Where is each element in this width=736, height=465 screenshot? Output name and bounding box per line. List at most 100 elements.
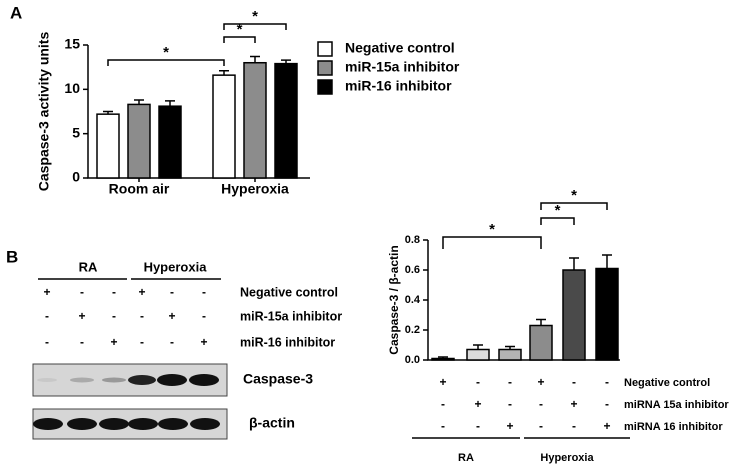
row-label: miRNA 15a inhibitor <box>624 399 729 411</box>
y-tick-label: 0.2 <box>405 324 420 336</box>
group-label: Hyperoxia <box>144 259 208 274</box>
bar <box>127 103 151 179</box>
bar <box>96 113 120 179</box>
sign: - <box>605 397 609 411</box>
x-tick-label: Hyperoxia <box>221 181 289 197</box>
sign: - <box>441 419 445 433</box>
panel-label: A <box>10 3 22 22</box>
band-label: β-actin <box>249 415 295 431</box>
error-bar <box>536 318 546 326</box>
legend-label: Negative control <box>345 40 455 56</box>
sign: - <box>539 419 543 433</box>
sign: - <box>140 309 144 323</box>
legend-swatch <box>317 79 333 95</box>
sign: - <box>572 375 576 389</box>
y-axis-label: Caspase-3 activity units <box>36 32 52 192</box>
significance-label: * <box>237 21 243 38</box>
x-tick-label: Room air <box>109 181 170 197</box>
y-tick-label: 0.4 <box>405 294 421 306</box>
y-tick-label: 0.6 <box>405 264 420 276</box>
panel-label: B <box>6 247 18 266</box>
row-label: miR-15a inhibitor <box>240 309 342 323</box>
y-tick-label: 0.0 <box>405 354 420 366</box>
error-bar <box>250 55 260 63</box>
significance-label: * <box>555 202 561 219</box>
sign: - <box>45 335 49 349</box>
band-label: Caspase-3 <box>243 371 313 387</box>
sign: + <box>570 397 577 411</box>
sign: + <box>110 335 117 349</box>
row-label: miRNA 16 inhibitor <box>624 421 723 433</box>
bar <box>212 74 236 179</box>
sign: - <box>572 419 576 433</box>
sign: + <box>439 375 446 389</box>
sign: - <box>508 397 512 411</box>
axis <box>427 240 620 361</box>
sign: - <box>112 285 116 299</box>
sign: + <box>78 309 85 323</box>
sign: - <box>476 375 480 389</box>
sign: + <box>168 309 175 323</box>
legend-swatch <box>317 60 333 76</box>
significance-bracket <box>540 217 575 225</box>
error-bar <box>602 254 612 269</box>
y-tick-label: 0.8 <box>405 234 420 246</box>
error-bar <box>473 344 483 350</box>
legend-label: miR-15a inhibitor <box>345 59 460 75</box>
sign: + <box>43 285 50 299</box>
error-bar <box>505 345 515 350</box>
error-bar <box>219 69 229 76</box>
significance-bracket <box>540 202 608 210</box>
error-bar <box>134 99 144 105</box>
sign: - <box>170 285 174 299</box>
band-row <box>33 418 220 430</box>
significance-bracket <box>223 36 256 43</box>
sign: - <box>80 285 84 299</box>
sign: - <box>112 309 116 323</box>
sign: - <box>80 335 84 349</box>
row-label: Negative control <box>240 285 338 299</box>
sign: - <box>605 375 609 389</box>
sign: - <box>45 309 49 323</box>
sign: - <box>508 375 512 389</box>
bar <box>529 324 553 361</box>
error-bar <box>165 100 175 107</box>
y-tick-label: 5 <box>72 124 80 140</box>
y-tick-label: 15 <box>64 36 80 52</box>
sign: + <box>200 335 207 349</box>
significance-bracket <box>107 59 225 66</box>
significance-label: * <box>489 221 495 238</box>
error-bar <box>569 257 579 270</box>
bar <box>562 269 586 361</box>
significance-bracket <box>223 23 287 30</box>
bar <box>158 105 182 179</box>
sign: + <box>537 375 544 389</box>
row-label: miR-16 inhibitor <box>240 335 335 349</box>
bar <box>274 62 298 179</box>
group-label: RA <box>458 452 474 464</box>
bar <box>595 267 619 361</box>
sign: - <box>202 285 206 299</box>
significance-label: * <box>252 8 258 25</box>
y-tick-label: 10 <box>64 80 80 96</box>
sign: - <box>476 419 480 433</box>
sign: - <box>170 335 174 349</box>
bar <box>243 61 267 179</box>
sign: + <box>474 397 481 411</box>
sign: - <box>441 397 445 411</box>
sign: + <box>603 419 610 433</box>
error-bar <box>103 110 113 115</box>
sign: - <box>539 397 543 411</box>
sign: - <box>202 309 206 323</box>
bar <box>466 348 490 361</box>
sign: + <box>506 419 513 433</box>
bar <box>431 357 455 361</box>
group-label: Hyperoxia <box>540 452 594 464</box>
group-label: RA <box>79 259 98 274</box>
y-axis-label: Caspase-3 / β-actin <box>387 245 401 354</box>
error-bar <box>438 356 448 359</box>
legend-label: miR-16 inhibitor <box>345 78 452 94</box>
significance-label: * <box>571 187 577 204</box>
row-label: Negative control <box>624 377 710 389</box>
